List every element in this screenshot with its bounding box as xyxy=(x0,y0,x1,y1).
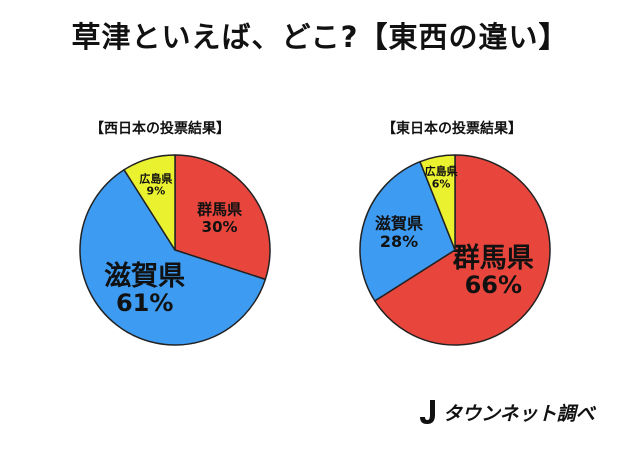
pie-slice xyxy=(359,160,456,302)
east-chart-title: 【東日本の投票結果】 xyxy=(382,121,522,137)
slice-percent-label: 30% xyxy=(202,218,238,236)
slice-label: 広島県 xyxy=(425,164,458,178)
slice-label: 広島県 xyxy=(139,171,172,185)
slice-label: 滋賀県 xyxy=(375,214,423,233)
slice-label: 群馬県 xyxy=(197,201,242,219)
page-title: 草津といえば、どこ?【東西の違い】 xyxy=(71,20,569,54)
slice-label: 滋賀県 xyxy=(104,261,185,292)
west-chart-title: 【西日本の投票結果】 xyxy=(90,121,230,137)
source-credit: タウンネット調べ xyxy=(418,398,595,426)
pie-slice xyxy=(79,169,267,346)
pie-slice xyxy=(419,154,456,251)
town-net-logo-icon xyxy=(418,398,440,426)
slice-percent-label: 28% xyxy=(380,232,418,251)
slice-percent-label: 9% xyxy=(147,185,166,198)
pie-slice xyxy=(374,154,551,346)
credit-text: タウンネット調べ xyxy=(443,402,595,425)
slice-percent-label: 66% xyxy=(465,271,522,299)
pie-slice xyxy=(123,154,176,251)
slice-percent-label: 6% xyxy=(432,178,451,191)
slice-label: 群馬県 xyxy=(453,243,534,274)
slice-percent-label: 61% xyxy=(116,289,173,317)
pie-slice xyxy=(174,154,271,281)
